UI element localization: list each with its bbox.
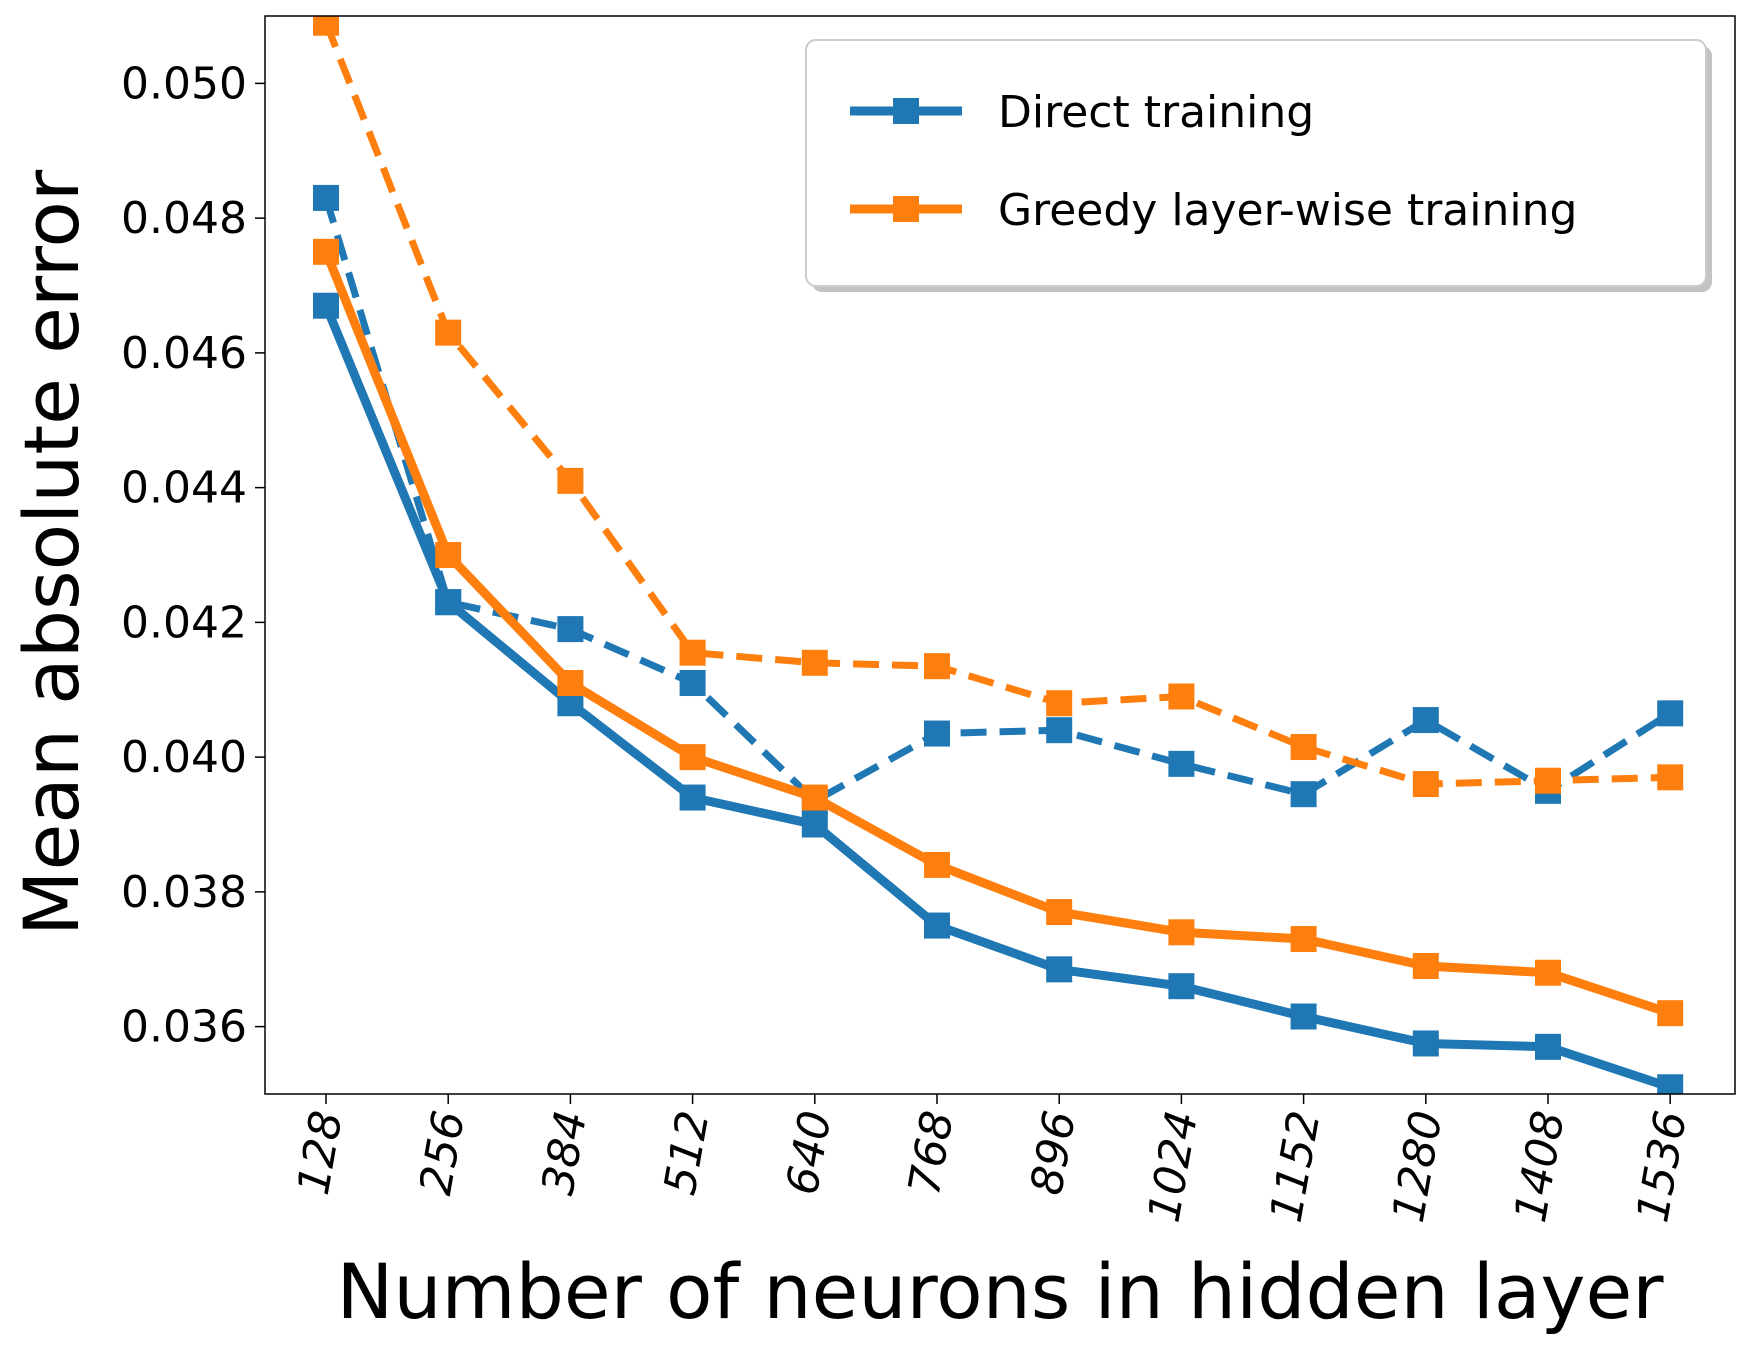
data-point: [557, 616, 584, 643]
data-point: [1290, 926, 1317, 953]
series-line: [321, 303, 1672, 1092]
data-point: [924, 851, 950, 878]
data-point: [1412, 952, 1439, 979]
legend-marker-greedy-layer-wise-training: [893, 196, 919, 222]
data-point: [313, 238, 339, 265]
data-point: [1046, 899, 1073, 926]
y-tick-label: 0.044: [121, 463, 247, 514]
data-point: [557, 467, 584, 494]
data-point: [1657, 764, 1684, 791]
series-line: [321, 250, 1672, 1018]
data-point: [1168, 919, 1195, 946]
data-point: [1657, 1074, 1684, 1094]
data-point: [924, 720, 950, 747]
data-point: [1290, 734, 1317, 761]
data-point: [1168, 973, 1195, 1000]
data-point: [1535, 1033, 1561, 1060]
data-point: [1412, 771, 1439, 798]
y-axis-label: Mean absolute error: [7, 169, 96, 936]
data-point: [1535, 959, 1561, 986]
data-point: [1046, 717, 1073, 744]
series-line: [322, 21, 1671, 788]
y-axis: 0.036 0.038 0.040 0.042 0.044 0.046 0.048 0.050: [121, 58, 265, 1053]
series-1-solid: [313, 238, 1684, 1027]
y-tick-label: 0.038: [121, 867, 247, 918]
data-point: [435, 319, 462, 346]
y-tick-label: 0.040: [121, 732, 247, 783]
data-point: [1046, 956, 1073, 983]
y-tick-label: 0.036: [121, 1002, 247, 1053]
plot-frame: [264, 15, 1736, 1095]
data-point: [1657, 1000, 1684, 1027]
data-point: [801, 649, 828, 676]
data-point: [924, 912, 950, 939]
data-point: [1168, 683, 1195, 710]
legend-label-direct-training: Direct training: [998, 87, 1314, 138]
data-point: [1535, 767, 1561, 794]
legend-box: [805, 39, 1707, 287]
series-3-dashed: [313, 16, 1684, 798]
legend-marker-direct-training: [893, 98, 919, 124]
series-0-solid: [313, 292, 1684, 1094]
data-point: [435, 589, 462, 616]
legend-label-greedy-layer-wise-training: Greedy layer-wise training: [998, 185, 1577, 236]
data-point: [679, 639, 706, 666]
data-point: [924, 653, 950, 680]
plot-area: [313, 16, 1684, 1094]
data-point: [801, 784, 828, 811]
series-line: [322, 196, 1673, 805]
data-point: [1657, 700, 1684, 727]
data-point: [313, 184, 339, 211]
data-point: [679, 744, 706, 771]
data-point: [1412, 707, 1439, 734]
y-tick-label: 0.048: [121, 193, 247, 244]
y-tick-label: 0.046: [121, 328, 247, 379]
data-point: [1290, 1003, 1317, 1030]
data-point: [435, 542, 462, 568]
y-tick-label: 0.042: [121, 597, 247, 648]
data-point: [1290, 781, 1317, 808]
data-point: [313, 16, 339, 36]
data-point: [313, 292, 339, 319]
data-point: [801, 811, 828, 838]
data-point: [557, 670, 584, 697]
data-point: [1168, 750, 1195, 777]
data-point: [679, 784, 706, 811]
data-point: [1046, 690, 1073, 717]
legend: Direct training Greedy layer-wise traini…: [805, 39, 1712, 292]
data-point: [679, 670, 706, 697]
y-tick-label: 0.050: [121, 58, 247, 109]
data-point: [1412, 1030, 1439, 1057]
x-axis-label: Number of neurons in hidden layer: [337, 1247, 1665, 1336]
